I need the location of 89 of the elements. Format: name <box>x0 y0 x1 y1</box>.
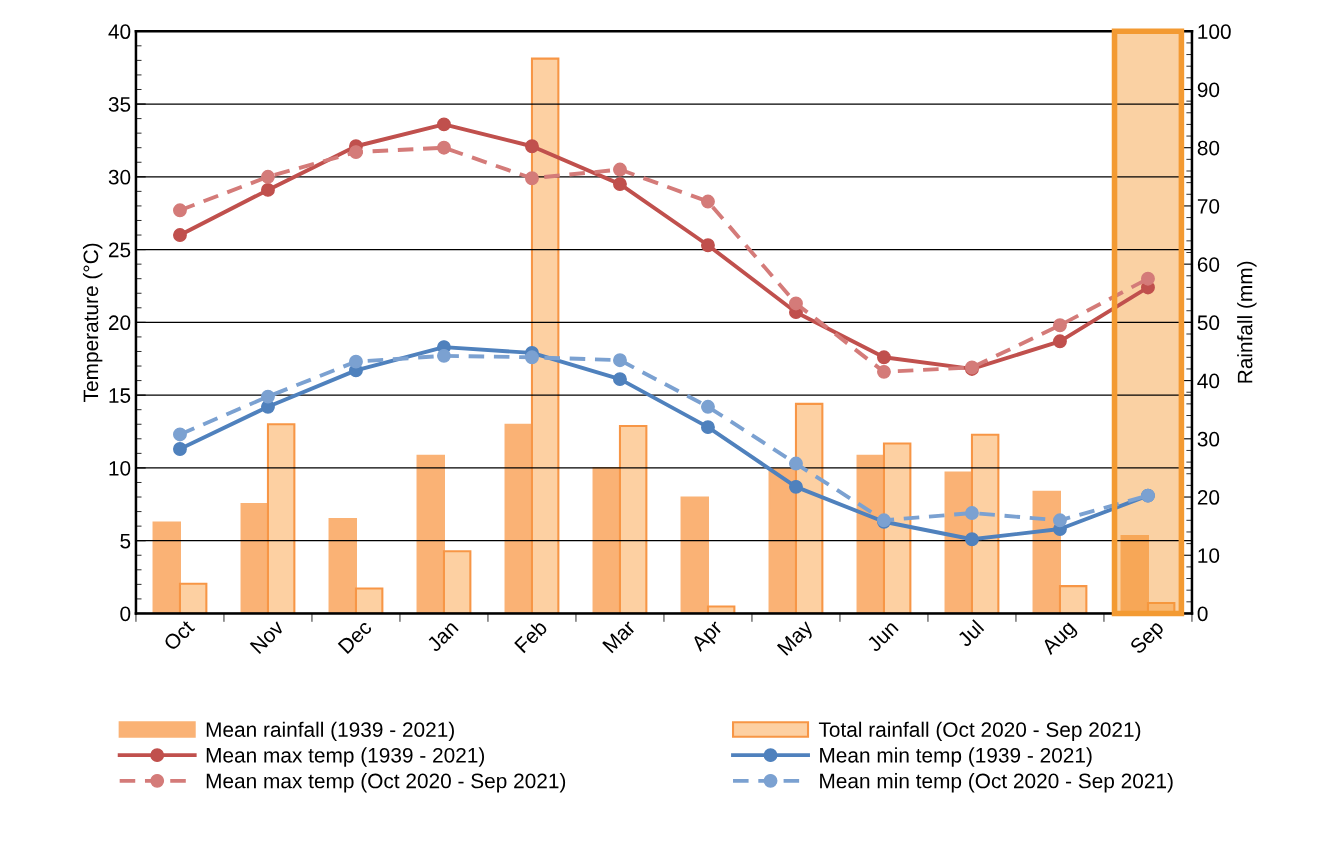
y-tick-label: 20 <box>108 315 131 331</box>
bar <box>530 57 560 614</box>
point <box>701 399 715 414</box>
y2-tick-label: 80 <box>1197 140 1220 156</box>
point <box>877 350 891 365</box>
point <box>613 162 627 177</box>
x-tick-label: May <box>776 618 817 659</box>
y2-tick-label: 10 <box>1198 548 1220 563</box>
point <box>437 117 451 132</box>
point <box>349 354 363 369</box>
y-tick-label: 15 <box>109 388 131 403</box>
point <box>437 140 451 155</box>
x-tick-label: Feb <box>513 618 548 654</box>
x-tick-label: Jul <box>955 619 985 648</box>
point <box>173 203 187 218</box>
point <box>613 372 627 387</box>
point <box>261 389 275 404</box>
bar <box>178 582 208 614</box>
point <box>525 171 539 186</box>
x-tick-label: Apr <box>690 619 727 655</box>
point <box>1053 513 1067 528</box>
point <box>877 364 891 379</box>
point <box>613 353 627 368</box>
bar <box>328 518 357 614</box>
y2-tick-label: 30 <box>1197 431 1220 447</box>
bar <box>882 442 912 614</box>
bar <box>680 496 709 614</box>
y-tick-label: 10 <box>109 460 131 476</box>
point <box>701 420 715 435</box>
legend-label: Mean max temp (1939 - 2021) <box>206 747 485 767</box>
bar <box>152 521 181 614</box>
y-tick-label: 40 <box>108 24 131 40</box>
point <box>261 182 275 197</box>
y-tick-label: 25 <box>108 242 131 258</box>
legend-label: Mean min temp (1939 - 2021) <box>820 747 1092 767</box>
point <box>789 296 803 311</box>
bar <box>970 433 1000 614</box>
point <box>349 145 363 160</box>
point <box>1053 318 1067 333</box>
bar <box>794 402 824 614</box>
point <box>173 442 187 456</box>
x-tick-label: Oct <box>162 618 196 652</box>
point <box>965 506 979 520</box>
bar <box>442 550 472 614</box>
x-tick-label: Jan <box>425 619 459 653</box>
x-tick-label: Aug <box>1040 619 1079 659</box>
point <box>437 348 451 363</box>
y-tick-label: 0 <box>120 606 131 622</box>
bar <box>416 454 445 614</box>
y2-tick-label: 90 <box>1197 82 1220 98</box>
point <box>173 228 187 242</box>
y2-tick-label: 70 <box>1197 198 1220 214</box>
point <box>525 350 539 365</box>
point <box>173 427 187 442</box>
x-tick-label: Sep <box>1129 619 1168 658</box>
point <box>965 532 979 547</box>
bar <box>354 587 384 614</box>
y-tick-label: 5 <box>120 533 131 549</box>
y2-tick-label: 60 <box>1197 257 1220 272</box>
x-tick-label: Nov <box>249 618 285 655</box>
y-axis-title: Temperature (°C) <box>82 243 103 402</box>
point <box>789 456 803 471</box>
point <box>789 479 803 494</box>
y-tick-label: 30 <box>108 169 131 185</box>
y2-tick-label: 0 <box>1197 606 1208 622</box>
y2-tick-label: 40 <box>1197 373 1220 389</box>
legend-label: Mean max temp (Oct 2020 - Sep 2021) <box>206 773 566 793</box>
legend-label: Mean rainfall (1939 - 2021) <box>206 721 454 742</box>
point <box>1141 271 1155 286</box>
x-tick-label: Mar <box>602 619 637 654</box>
point <box>701 238 715 253</box>
y2-axis-title: Rainfall (mm) <box>1237 261 1257 383</box>
point <box>1053 334 1067 349</box>
y-tick-label: 35 <box>108 97 131 112</box>
y2-tick-label: 100 <box>1198 24 1231 40</box>
point <box>613 177 627 192</box>
legend-label: Total rainfall (Oct 2020 - Sep 2021) <box>818 721 1141 742</box>
bar <box>618 424 648 614</box>
y2-tick-label: 50 <box>1197 315 1220 331</box>
bar <box>266 423 296 614</box>
bar <box>1058 585 1088 614</box>
y2-tick-label: 20 <box>1197 490 1220 505</box>
legend-label: Mean min temp (Oct 2020 - Sep 2021) <box>820 773 1173 793</box>
bar <box>1120 535 1149 614</box>
point <box>701 194 715 209</box>
x-tick-label: Dec <box>337 619 373 655</box>
point <box>261 169 275 184</box>
point <box>525 139 539 154</box>
x-tick-label: Jun <box>865 619 899 653</box>
